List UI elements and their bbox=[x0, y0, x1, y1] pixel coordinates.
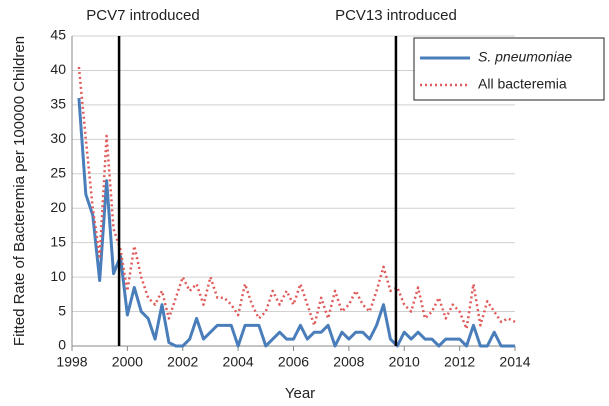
y-tick-label: 45 bbox=[50, 27, 66, 43]
x-tick-label: 2004 bbox=[223, 354, 254, 370]
y-tick-label: 35 bbox=[50, 96, 66, 112]
x-tick-label: 2006 bbox=[278, 354, 309, 370]
y-tick-label: 5 bbox=[58, 302, 66, 318]
x-axis-title: Year bbox=[285, 385, 315, 402]
annotation: PCV13 introduced bbox=[335, 7, 457, 24]
series-line bbox=[77, 66, 516, 331]
legend-box bbox=[413, 37, 605, 101]
x-tick-label: 1998 bbox=[56, 354, 87, 370]
x-tick-label: 2008 bbox=[333, 354, 364, 370]
y-tick-label: 20 bbox=[50, 199, 66, 215]
annotation: PCV7 introduced bbox=[86, 7, 199, 24]
y-tick-label: 25 bbox=[50, 164, 66, 180]
y-tick-label: 40 bbox=[50, 61, 66, 77]
series-line bbox=[77, 97, 515, 348]
legend-label: All bacteremia bbox=[478, 76, 567, 92]
x-tick-label: 2000 bbox=[112, 354, 143, 370]
y-tick-label: 10 bbox=[50, 268, 66, 284]
y-tick-label: 30 bbox=[50, 130, 66, 146]
x-tick-label: 2002 bbox=[167, 354, 198, 370]
x-tick-label: 2012 bbox=[444, 354, 475, 370]
y-tick-label: 0 bbox=[58, 337, 66, 353]
x-tick-label: 2014 bbox=[499, 354, 530, 370]
y-tick-label: 15 bbox=[50, 233, 66, 249]
x-tick-label: 2010 bbox=[389, 354, 420, 370]
y-axis-title: Fitted Rate of Bacteremia per 100000 Chi… bbox=[11, 36, 28, 346]
legend-label: S. pneumoniae bbox=[478, 49, 572, 65]
